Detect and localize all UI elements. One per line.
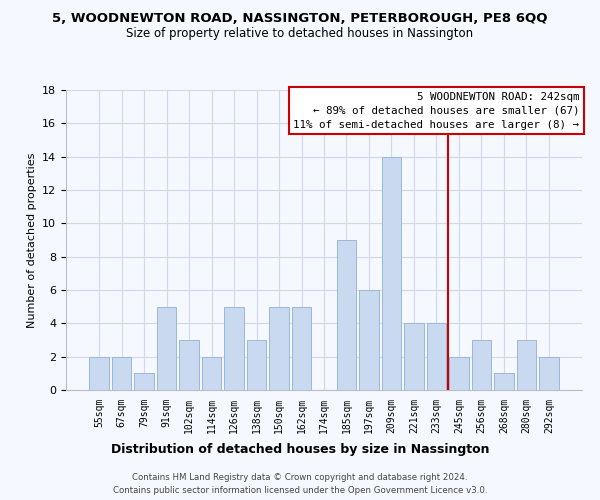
Text: Size of property relative to detached houses in Nassington: Size of property relative to detached ho… bbox=[127, 28, 473, 40]
Bar bbox=[359, 290, 379, 390]
Bar bbox=[89, 356, 109, 390]
Bar bbox=[337, 240, 356, 390]
Bar bbox=[404, 324, 424, 390]
Bar bbox=[472, 340, 491, 390]
Bar bbox=[112, 356, 131, 390]
Bar bbox=[179, 340, 199, 390]
Bar bbox=[517, 340, 536, 390]
Bar bbox=[157, 306, 176, 390]
Bar bbox=[449, 356, 469, 390]
Bar bbox=[494, 374, 514, 390]
Bar bbox=[382, 156, 401, 390]
Text: Distribution of detached houses by size in Nassington: Distribution of detached houses by size … bbox=[111, 442, 489, 456]
Text: 5 WOODNEWTON ROAD: 242sqm
← 89% of detached houses are smaller (67)
11% of semi-: 5 WOODNEWTON ROAD: 242sqm ← 89% of detac… bbox=[293, 92, 580, 130]
Text: 5, WOODNEWTON ROAD, NASSINGTON, PETERBOROUGH, PE8 6QQ: 5, WOODNEWTON ROAD, NASSINGTON, PETERBOR… bbox=[52, 12, 548, 26]
Text: Contains HM Land Registry data © Crown copyright and database right 2024.: Contains HM Land Registry data © Crown c… bbox=[132, 472, 468, 482]
Bar bbox=[247, 340, 266, 390]
Bar bbox=[224, 306, 244, 390]
Bar bbox=[539, 356, 559, 390]
Text: Contains public sector information licensed under the Open Government Licence v3: Contains public sector information licen… bbox=[113, 486, 487, 495]
Bar bbox=[292, 306, 311, 390]
Bar bbox=[134, 374, 154, 390]
Bar bbox=[269, 306, 289, 390]
Y-axis label: Number of detached properties: Number of detached properties bbox=[26, 152, 37, 328]
Bar bbox=[427, 324, 446, 390]
Bar bbox=[202, 356, 221, 390]
